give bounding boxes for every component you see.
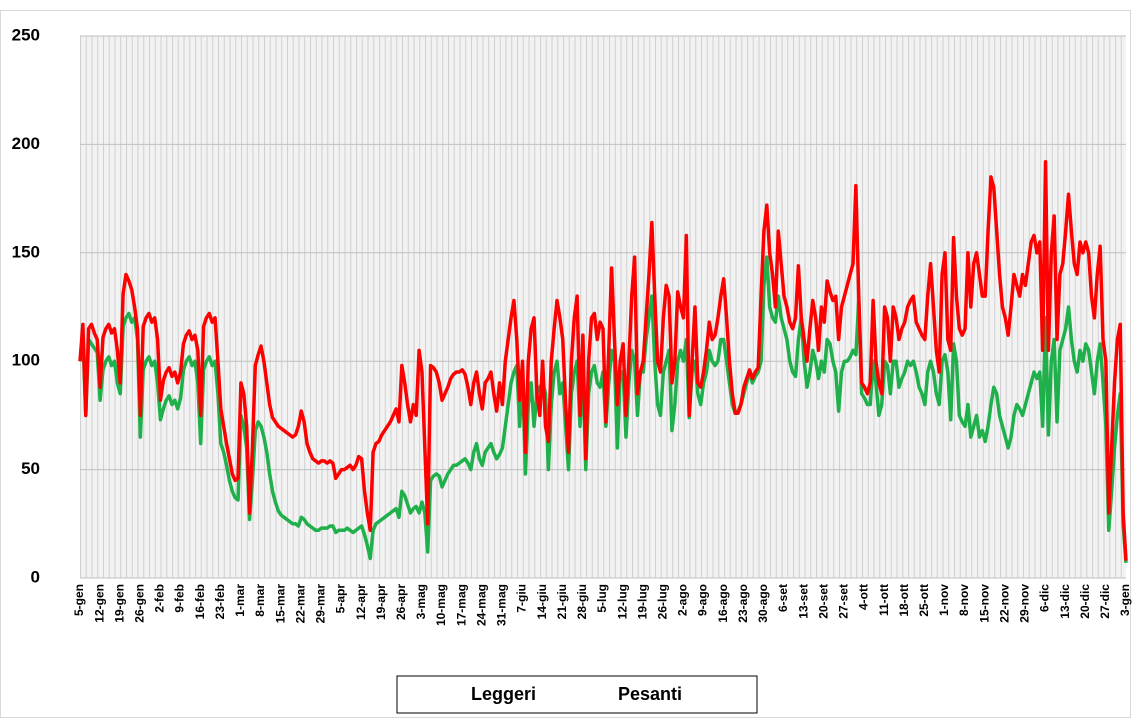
data-line <box>78 159 1128 561</box>
x-tick-label: 26-apr <box>394 584 408 620</box>
y-tick-label: 150 <box>12 242 40 261</box>
x-tick-label: 20-dic <box>1078 584 1092 619</box>
x-tick-label: 3-mag <box>414 584 428 619</box>
x-tick-label: 3-gen <box>1118 584 1132 616</box>
x-tick-label: 8-mar <box>253 584 267 617</box>
x-tick-label: 29-nov <box>1018 584 1032 623</box>
x-tick-label: 26-lug <box>656 584 670 619</box>
x-tick-label: 26-gen <box>133 584 147 623</box>
x-tick-label: 4-ott <box>857 584 871 610</box>
x-tick-label: 19-apr <box>374 584 388 620</box>
x-tick-label: 13-dic <box>1058 584 1072 619</box>
y-tick-label: 250 <box>12 25 40 44</box>
x-tick-label: 14-giu <box>535 584 549 619</box>
legend-label: Pesanti <box>618 684 682 704</box>
x-tick-label: 13-set <box>796 584 810 619</box>
x-tick-label: 12-lug <box>615 584 629 619</box>
x-tick-label: 2-feb <box>153 584 167 613</box>
x-tick-label: 31-mag <box>495 584 509 626</box>
x-tick-label: 22-nov <box>997 584 1011 623</box>
legend-box <box>396 675 758 714</box>
x-tick-label: 25-ott <box>917 584 931 617</box>
y-tick-label: 200 <box>12 134 40 153</box>
x-tick-label: 6-dic <box>1038 584 1052 612</box>
x-tick-label: 23-ago <box>736 584 750 623</box>
x-tick-label: 16-ago <box>716 584 730 623</box>
x-tick-label: 5-apr <box>334 584 348 614</box>
x-tick-label: 8-nov <box>957 584 971 616</box>
x-tick-label: 2-ago <box>676 584 690 616</box>
x-tick-label: 15-nov <box>977 584 991 623</box>
x-tick-label: 27-set <box>837 584 851 619</box>
x-tick-label: 1-mar <box>233 584 247 617</box>
legend-label: Leggeri <box>471 684 536 704</box>
x-tick-label: 1-nov <box>937 584 951 616</box>
y-tick-label: 100 <box>12 351 40 370</box>
y-tick-label: 50 <box>21 459 40 478</box>
x-tick-label: 19-gen <box>112 584 126 623</box>
x-tick-label: 9-ago <box>696 584 710 616</box>
x-tick-label: 6-set <box>776 584 790 612</box>
x-tick-label: 9-feb <box>173 584 187 613</box>
x-tick-label: 28-giu <box>575 584 589 619</box>
x-tick-label: 19-lug <box>635 584 649 619</box>
x-tick-label: 20-set <box>816 584 830 619</box>
x-tick-label: 22-mar <box>293 584 307 624</box>
x-tick-label: 12-gen <box>92 584 106 623</box>
x-tick-label: 17-mag <box>454 584 468 626</box>
x-tick-label: 5-lug <box>595 584 609 613</box>
y-tick-label: 0 <box>31 567 40 586</box>
x-tick-label: 30-ago <box>756 584 770 623</box>
x-tick-label: 16-feb <box>193 584 207 619</box>
x-tick-label: 24-mag <box>474 584 488 626</box>
x-tick-label: 11-ott <box>877 584 891 616</box>
x-tick-label: 27-dic <box>1098 584 1112 619</box>
x-tick-label: 15-mar <box>273 584 287 624</box>
x-tick-label: 18-ott <box>897 584 911 617</box>
x-tick-label: 7-giu <box>515 584 529 613</box>
x-tick-label: 21-giu <box>555 584 569 619</box>
x-tick-label: 5-gen <box>72 584 86 616</box>
x-tick-label: 29-mar <box>314 584 328 624</box>
x-tick-label: 23-feb <box>213 584 227 619</box>
x-tick-label: 10-mag <box>434 584 448 626</box>
x-tick-label: 12-apr <box>354 584 368 620</box>
